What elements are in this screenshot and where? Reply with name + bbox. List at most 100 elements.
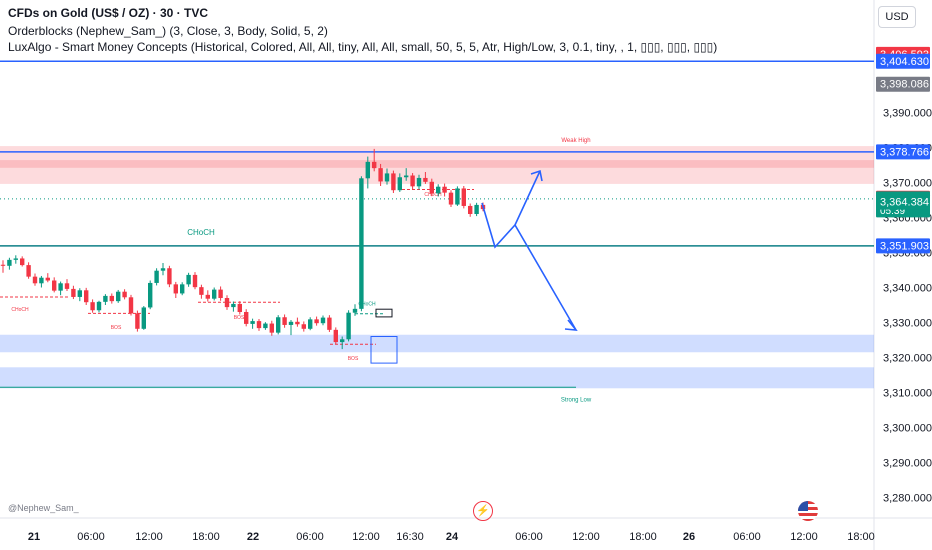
candle-body <box>231 303 236 308</box>
candle-body <box>429 181 434 194</box>
candle-body <box>244 312 249 324</box>
price-label: 3,378.766 <box>880 146 929 158</box>
candle-body <box>71 288 76 297</box>
candle-body <box>410 175 415 187</box>
candle-body <box>167 268 172 285</box>
time-tick-label: 12:00 <box>352 531 380 543</box>
price-tick-label: 3,330.000 <box>883 318 932 330</box>
time-tick-label: 22 <box>247 531 259 543</box>
candle-body <box>135 313 140 329</box>
candle-body <box>192 274 198 288</box>
candle-body <box>154 270 159 283</box>
candle-body <box>352 308 358 313</box>
candle-body <box>148 282 153 308</box>
candle-body <box>340 339 345 343</box>
choch-label-left: CHoCH <box>11 307 29 313</box>
candle-body <box>263 323 268 329</box>
price-label-box <box>876 144 930 160</box>
candle-body <box>436 186 441 194</box>
price-label-box <box>876 238 930 254</box>
candle-body <box>378 168 383 182</box>
candle-body <box>276 317 281 333</box>
candle-body <box>416 177 422 187</box>
candle-body <box>103 295 108 302</box>
candle-body <box>77 290 82 297</box>
price-label: 3,364.384 <box>880 197 929 209</box>
candle-body <box>288 321 294 325</box>
candle-body <box>20 258 25 266</box>
candle-body <box>141 307 146 329</box>
time-tick-label: 12:00 <box>135 531 163 543</box>
time-tick-label: 06:00 <box>733 531 761 543</box>
candle-body <box>0 264 6 266</box>
author-watermark: @Nephew_Sam_ <box>8 503 79 513</box>
projection-arrow-up <box>530 169 543 182</box>
candle-body <box>468 205 473 214</box>
price-tick-label: 3,340.000 <box>883 283 932 295</box>
candle-body <box>442 186 447 193</box>
time-tick-label: 06:00 <box>77 531 105 543</box>
candle-body <box>64 283 70 289</box>
zone-blue <box>0 334 874 353</box>
candle-body <box>391 173 396 191</box>
price-label-box <box>876 53 930 69</box>
candle-body <box>448 192 454 205</box>
choch-label-mid: CHoCH <box>187 228 215 237</box>
price-label-box <box>876 194 930 210</box>
candle-body <box>90 302 95 311</box>
time-tick-label: 21 <box>28 531 40 543</box>
candle-body <box>256 321 262 329</box>
time-tick-label: 06:00 <box>515 531 543 543</box>
candle-body <box>237 303 242 312</box>
price-label-countdown: 05:39 <box>880 206 905 217</box>
time-tick-label: 18:00 <box>192 531 220 543</box>
bos-label-1: BOS <box>111 325 122 331</box>
candle-body <box>96 301 102 311</box>
currency-button[interactable]: USD <box>878 6 916 28</box>
time-tick-label: 26 <box>683 531 695 543</box>
candle-body <box>109 295 114 302</box>
candle-body <box>301 324 306 329</box>
candle-body <box>13 258 18 260</box>
indicator-smc[interactable]: LuxAlgo - Smart Money Concepts (Historic… <box>8 40 718 54</box>
candle-body <box>359 178 364 309</box>
price-label: 3,398.086 <box>880 79 929 91</box>
candle-body <box>45 277 50 281</box>
candle-body <box>250 321 255 324</box>
candle-body <box>205 294 210 299</box>
candle-body <box>327 317 332 330</box>
price-label-box <box>876 76 930 92</box>
projection-arrow-down <box>564 319 578 331</box>
time-tick-label: 12:00 <box>790 531 818 543</box>
candle-body <box>116 291 121 302</box>
candle-body <box>333 329 338 343</box>
time-tick-label: 06:00 <box>296 531 324 543</box>
candle-body <box>58 283 63 291</box>
candle-body <box>384 173 390 182</box>
candle-body <box>212 289 217 299</box>
candle-body <box>128 297 134 314</box>
candle-body <box>122 291 127 298</box>
zone-red <box>0 160 874 184</box>
candle-body <box>199 287 204 295</box>
candle-body <box>346 312 351 340</box>
price-tick-label: 3,280.000 <box>883 493 932 505</box>
bos-label-3: BOS <box>348 356 359 362</box>
candle-body <box>224 298 230 308</box>
candle-body <box>160 268 166 271</box>
candle-body <box>32 276 38 284</box>
candle-body <box>461 188 466 206</box>
us-flag-icon[interactable] <box>798 501 818 521</box>
candle-body <box>404 175 409 178</box>
bolt-icon[interactable]: ⚡ <box>473 501 493 521</box>
time-tick-label: 18:00 <box>847 531 875 543</box>
weak-high-label: Weak High <box>561 138 590 144</box>
indicator-orderblocks[interactable]: Orderblocks (Nephew_Sam_) (3, Close, 3, … <box>8 24 328 38</box>
candle-body <box>314 319 319 324</box>
strong-low-label: Strong Low <box>561 397 592 403</box>
candle-body <box>7 259 12 266</box>
candle-body <box>218 289 223 298</box>
candle-body <box>365 161 370 179</box>
price-tick-label: 3,320.000 <box>883 353 932 365</box>
